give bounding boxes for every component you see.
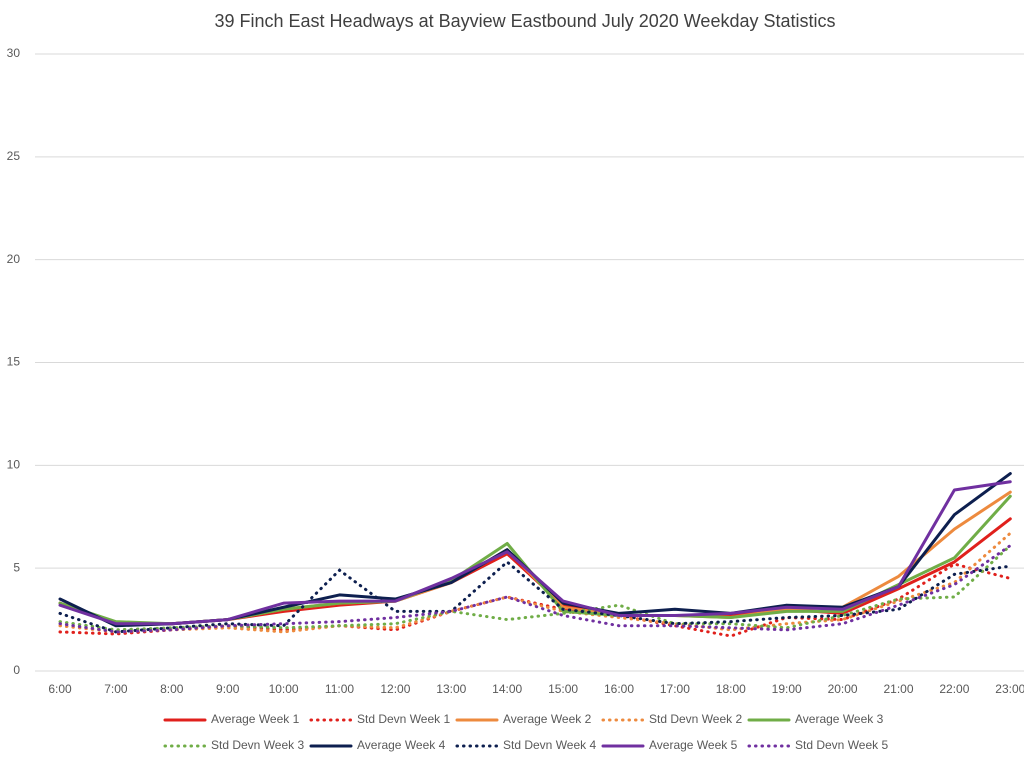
y-tick-label: 10	[7, 458, 21, 472]
y-tick-label: 15	[7, 355, 21, 369]
legend-label: Std Devn Week 5	[795, 738, 888, 752]
x-tick-label: 9:00	[216, 682, 240, 696]
x-tick-label: 7:00	[104, 682, 128, 696]
y-tick-label: 20	[7, 252, 21, 266]
series-line	[58, 531, 1012, 634]
series-line	[58, 560, 1012, 634]
legend-label: Std Devn Week 4	[503, 738, 596, 752]
legend-label: Average Week 5	[649, 738, 738, 752]
x-tick-label: 14:00	[492, 682, 522, 696]
x-tick-label: 21:00	[883, 682, 913, 696]
legend-label: Average Week 1	[211, 712, 300, 726]
legend-label: Std Devn Week 3	[211, 738, 304, 752]
x-tick-label: 11:00	[325, 682, 354, 696]
series-line	[58, 544, 1012, 632]
x-tick-label: 18:00	[716, 682, 746, 696]
legend-label: Std Devn Week 2	[649, 712, 742, 726]
x-tick-label: 12:00	[380, 682, 410, 696]
x-tick-label: 16:00	[604, 682, 634, 696]
x-tick-label: 22:00	[939, 682, 969, 696]
y-tick-label: 25	[7, 149, 21, 163]
x-tick-label: 17:00	[660, 682, 690, 696]
y-tick-label: 30	[7, 46, 21, 60]
x-tick-label: 19:00	[772, 682, 802, 696]
chart-title: 39 Finch East Headways at Bayview Eastbo…	[215, 11, 836, 31]
series-line	[58, 517, 1012, 626]
legend-label: Average Week 2	[503, 712, 592, 726]
legend-label: Average Week 4	[357, 738, 446, 752]
y-tick-label: 0	[13, 663, 20, 677]
y-tick-label: 5	[13, 560, 20, 574]
x-tick-label: 13:00	[436, 682, 466, 696]
series-line	[58, 480, 1012, 626]
x-tick-label: 10:00	[269, 682, 299, 696]
x-tick-label: 8:00	[160, 682, 184, 696]
legend-label: Average Week 3	[795, 712, 884, 726]
x-tick-label: 23:00	[995, 682, 1024, 696]
x-tick-label: 20:00	[828, 682, 858, 696]
legend-label: Std Devn Week 1	[357, 712, 450, 726]
series-line	[58, 544, 1012, 634]
x-tick-label: 6:00	[48, 682, 72, 696]
x-tick-label: 15:00	[548, 682, 578, 696]
